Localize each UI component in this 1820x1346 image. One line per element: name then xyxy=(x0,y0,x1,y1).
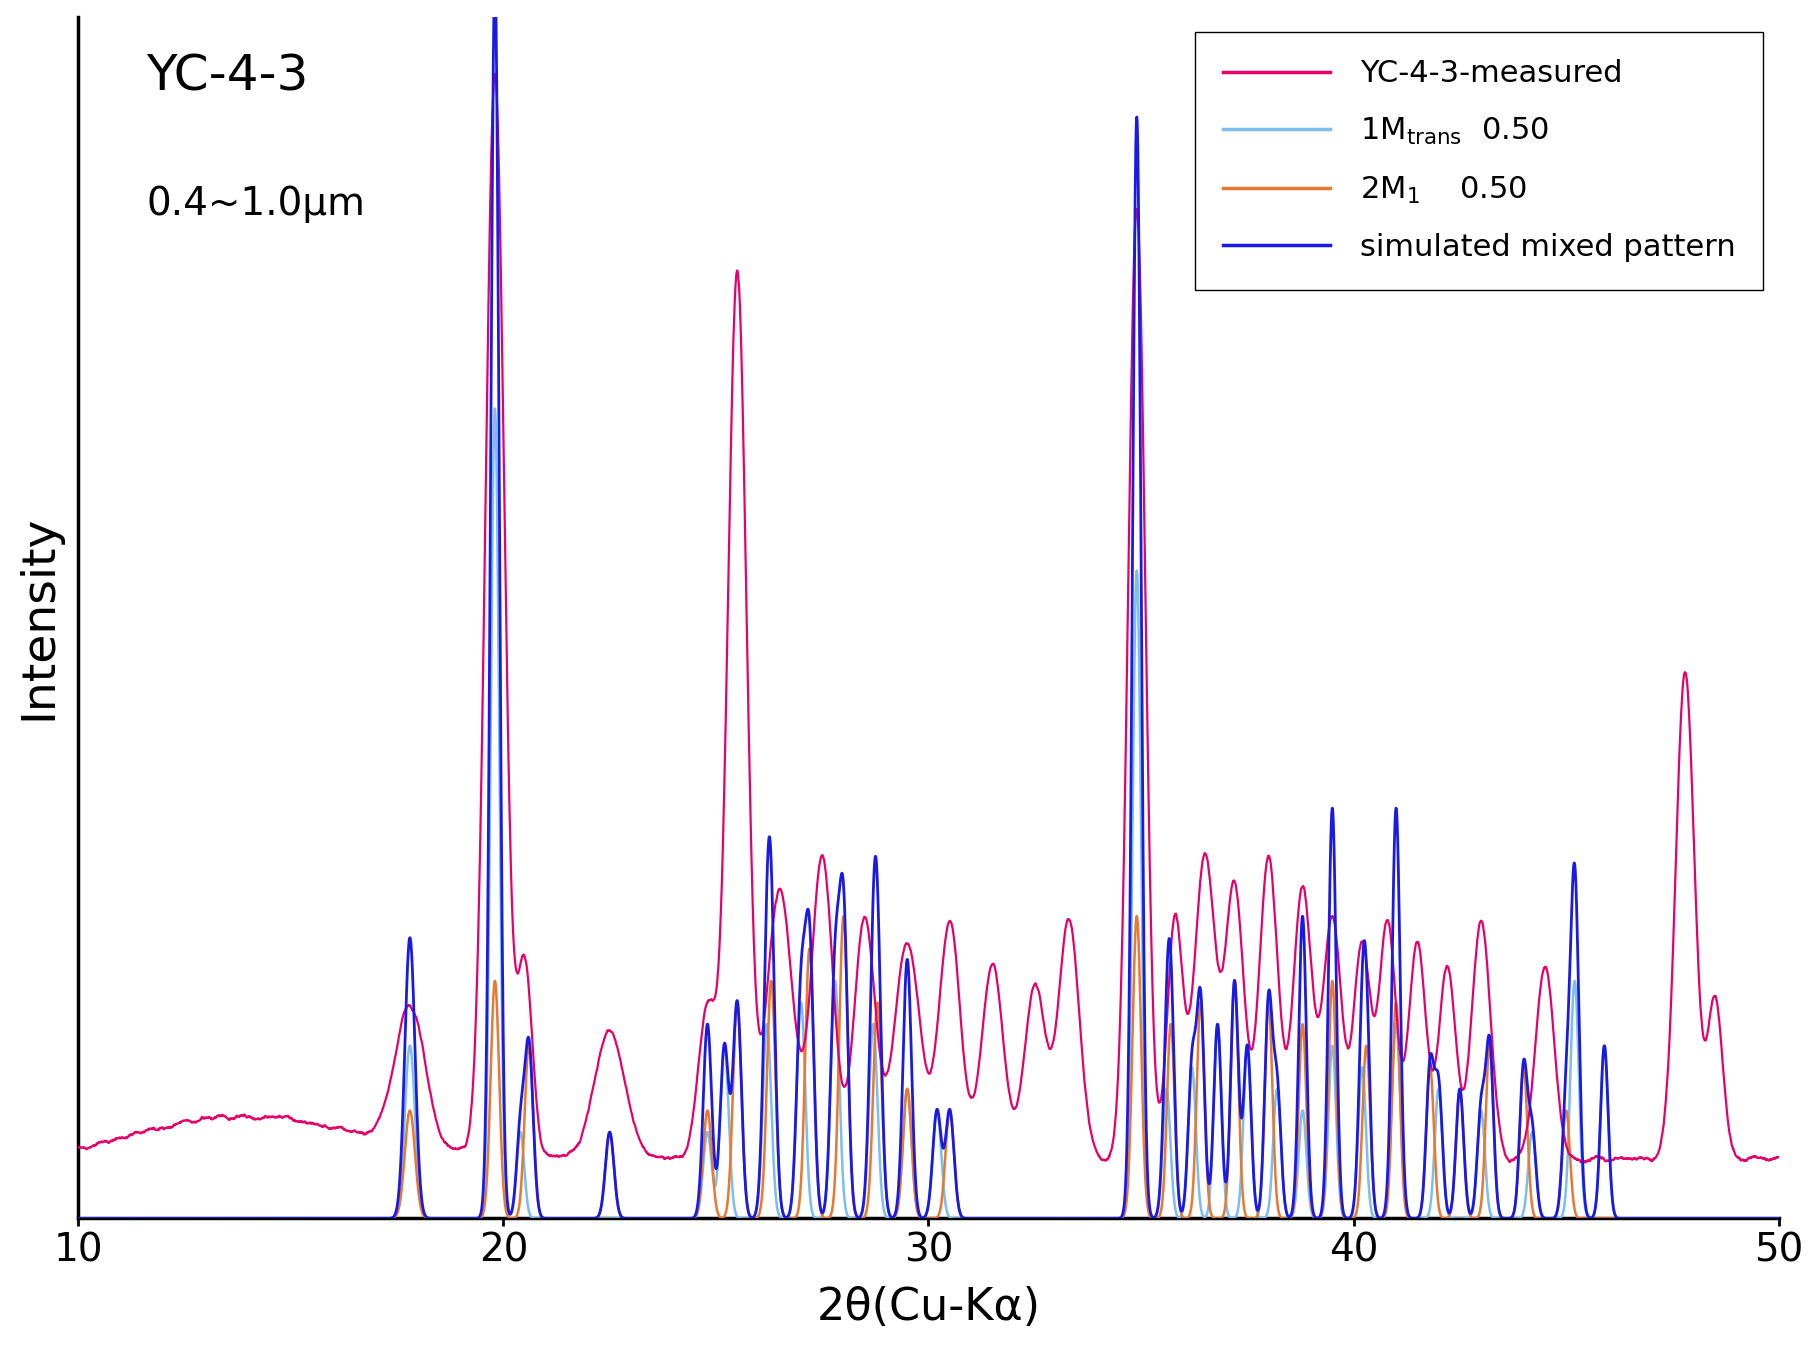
X-axis label: 2θ(Cu-Kα): 2θ(Cu-Kα) xyxy=(817,1287,1041,1330)
Text: YC-4-3: YC-4-3 xyxy=(146,52,309,101)
Y-axis label: Intensity: Intensity xyxy=(16,514,62,720)
Legend: YC-4-3-measured, $\mathregular{1M_{trans}}$  0.50, $\mathregular{2M_1}$    0.50,: YC-4-3-measured, $\mathregular{1M_{trans… xyxy=(1196,32,1764,289)
Text: 0.4~1.0μm: 0.4~1.0μm xyxy=(146,184,366,223)
